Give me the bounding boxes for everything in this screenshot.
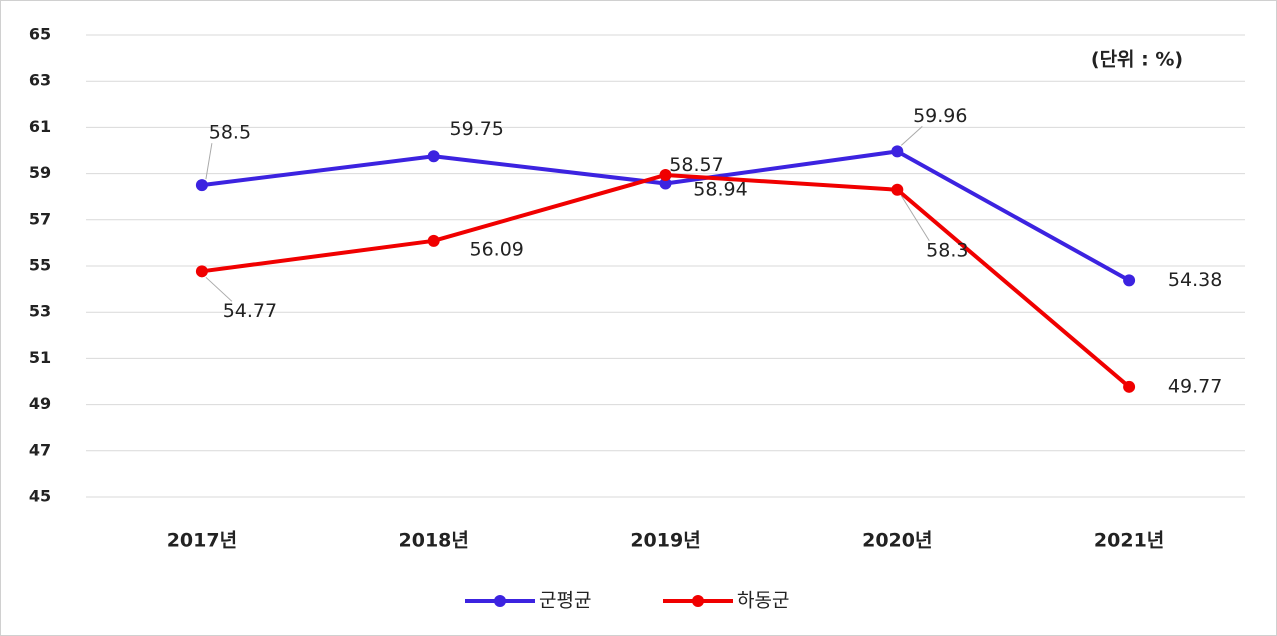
legend-marker — [692, 595, 704, 607]
data-label: 54.38 — [1168, 269, 1222, 291]
y-tick-label: 53 — [29, 302, 51, 321]
x-tick-label: 2020년 — [862, 530, 932, 552]
x-tick-label: 2021년 — [1094, 530, 1164, 552]
legend-marker — [494, 595, 506, 607]
y-tick-label: 47 — [29, 440, 51, 459]
data-label: 49.77 — [1168, 375, 1222, 397]
point — [1123, 380, 1136, 393]
data-label: 58.57 — [669, 154, 723, 176]
leader-line — [900, 195, 930, 242]
point — [659, 168, 672, 181]
point — [195, 179, 208, 192]
y-tick-label: 45 — [29, 487, 51, 506]
x-tick-label: 2019년 — [630, 530, 700, 552]
y-tick-label: 63 — [29, 71, 51, 90]
point — [891, 183, 904, 196]
y-tick-label: 55 — [29, 256, 51, 275]
y-tick-label: 57 — [29, 209, 51, 228]
data-label: 56.09 — [469, 238, 523, 260]
x-tick-label: 2017년 — [167, 530, 237, 552]
legend-label: 하동군 — [737, 590, 789, 612]
data-label: 58.5 — [209, 122, 251, 144]
y-tick-label: 51 — [29, 348, 51, 367]
point — [1123, 274, 1136, 287]
y-tick-label: 61 — [29, 117, 51, 136]
point — [659, 177, 672, 190]
x-tick-label: 2018년 — [399, 530, 469, 552]
leader-line — [205, 276, 233, 302]
leader-line — [900, 126, 923, 146]
point — [195, 265, 208, 278]
data-label: 59.75 — [449, 118, 503, 140]
point — [891, 145, 904, 158]
y-tick-label: 65 — [29, 25, 51, 44]
point — [427, 150, 440, 163]
data-label: 58.3 — [926, 239, 968, 261]
legend-label: 군평균 — [539, 590, 591, 612]
y-tick-label: 49 — [29, 394, 51, 413]
data-label: 54.77 — [223, 300, 277, 322]
y-tick-label: 59 — [29, 163, 51, 182]
leader-line — [205, 143, 213, 180]
point — [427, 234, 440, 247]
data-label: 58.94 — [693, 178, 747, 200]
unit-annotation: (단위 : %) — [1091, 49, 1183, 71]
data-label: 59.96 — [913, 105, 967, 127]
